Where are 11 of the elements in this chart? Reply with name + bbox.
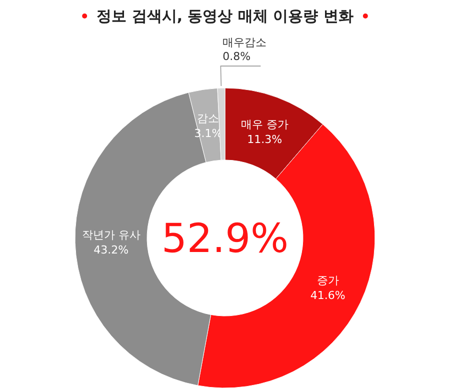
slice-label: 감소 <box>197 112 220 126</box>
slice-label: 작년가 유사 <box>82 228 140 242</box>
chart-title: 정보 검색시, 동영상 매체 이용량 변화 <box>96 7 354 25</box>
slice-label: 매우감소 <box>222 36 267 50</box>
data-label: 0.8% <box>222 50 251 64</box>
slice-label: 증가 <box>316 274 339 288</box>
data-label: 11.3% <box>247 133 282 146</box>
data-label: 43.2% <box>94 244 129 257</box>
slice-label: 매우 증가 <box>240 118 288 132</box>
data-label: 41.6% <box>310 289 346 302</box>
text: 52.9% <box>161 216 289 262</box>
